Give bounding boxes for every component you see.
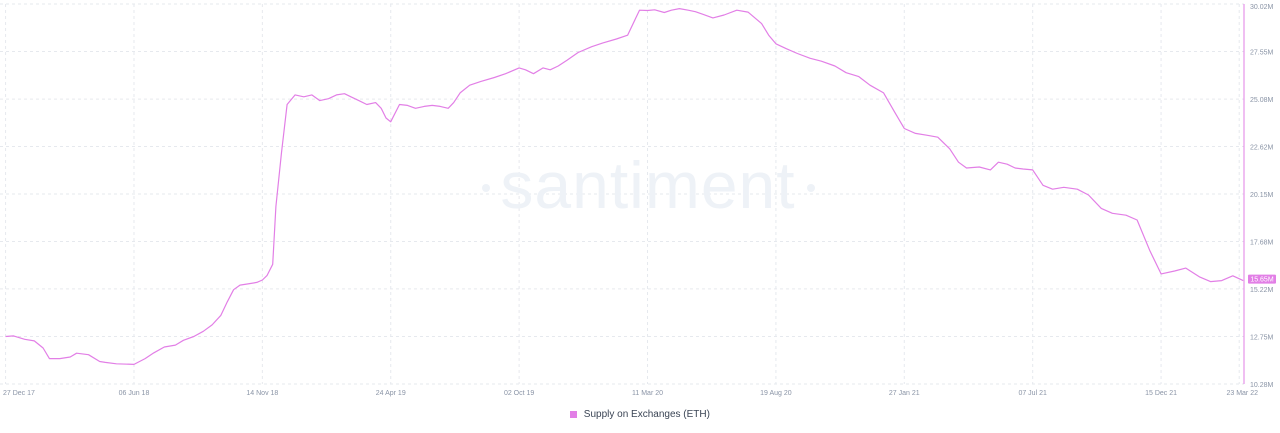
legend-label: Supply on Exchanges (ETH) [583, 409, 710, 420]
y-tick-label: 27.55M [1250, 50, 1274, 57]
legend-swatch [570, 411, 578, 418]
y-tick-label: 12.75M [1250, 334, 1274, 341]
x-tick-label: 11 Mar 20 [632, 390, 663, 397]
x-axis-ticks: 27 Dec 17 06 Jun 18 14 Nov 18 24 Apr 19 02 O… [3, 390, 1258, 397]
current-value-badge [1248, 274, 1276, 284]
x-tick-label: 02 Oct 19 [504, 390, 534, 397]
y-tick-label: 25.08M [1250, 97, 1274, 104]
y-tick-label: 22.62M [1250, 144, 1274, 151]
x-tick-label: 27 Dec 17 [3, 390, 35, 397]
chart-legend: Supply on Exchanges (ETH) [0, 409, 1280, 420]
series-line-supply-on-exchanges [5, 8, 1244, 365]
x-tick-label: 23 Mar 22 [1226, 390, 1258, 397]
santiment-watermark: santiment [500, 148, 795, 222]
y-tick-label: 30.02M [1250, 4, 1274, 11]
x-tick-label: 15 Dec 21 [1145, 390, 1177, 397]
y-tick-label: 20.15M [1250, 192, 1274, 199]
y-tick-label: 15.22M [1250, 287, 1274, 294]
watermark-dot-right [807, 184, 815, 192]
current-value-marker: 15.65M [1248, 274, 1276, 284]
x-tick-label: 06 Jun 18 [119, 390, 150, 397]
x-tick-label: 24 Apr 19 [376, 390, 406, 397]
x-tick-label: 19 Aug 20 [760, 390, 792, 397]
x-tick-label: 14 Nov 18 [246, 390, 278, 397]
y-axis-ticks: 30.02M 27.55M 25.08M 22.62M 20.15M 17.68M 15.2… [1250, 4, 1274, 389]
current-value-label: 15.65M [1250, 277, 1274, 284]
watermark-dot-left [482, 184, 490, 192]
x-tick-label: 27 Jan 21 [889, 390, 920, 397]
y-tick-label: 17.68M [1250, 240, 1274, 247]
y-tick-label: 10.28M [1250, 382, 1274, 389]
x-tick-label: 07 Jul 21 [1018, 390, 1047, 397]
